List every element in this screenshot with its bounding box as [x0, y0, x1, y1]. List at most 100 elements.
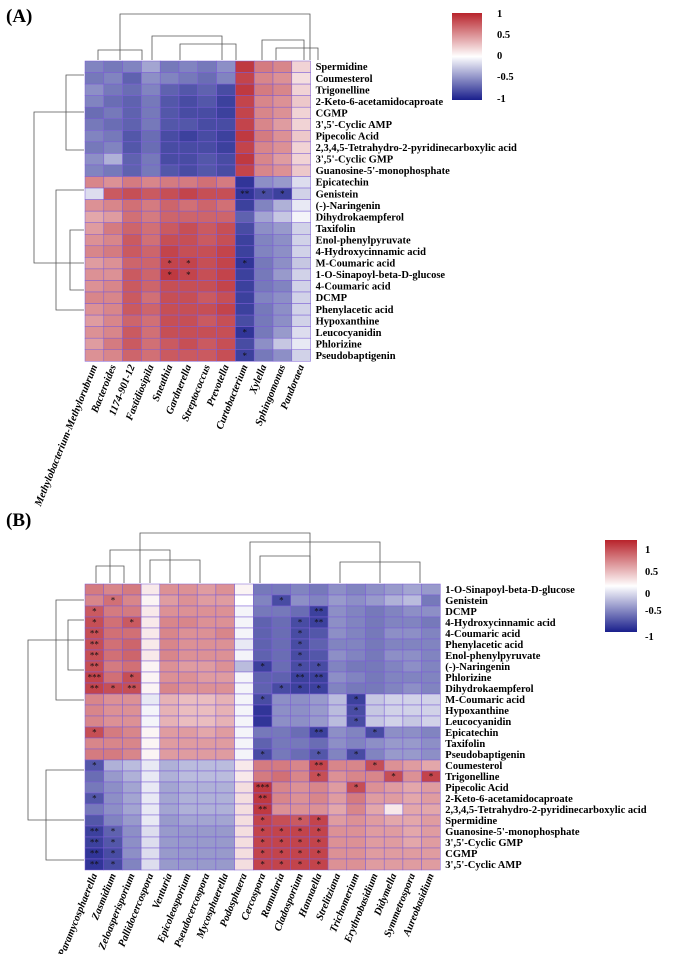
heatmap-cell-b-r6-c15	[365, 649, 385, 662]
heatmap-cell-b-r16-c10	[271, 759, 291, 772]
heatmap-cell-a-r17-c9	[253, 257, 274, 270]
heatmap-cell-a-r12-c6	[197, 199, 217, 212]
heatmap-cell-b-r15-c6	[196, 748, 217, 761]
heatmap-cell-b-r8-c10	[271, 671, 291, 684]
heatmap-cell-b-r10-c7	[215, 693, 235, 706]
heatmap-cell-b-r0-c6	[196, 583, 217, 596]
heatmap-cell-a-r21-c5	[178, 303, 199, 316]
heatmap-cell-b-r20-c1	[103, 803, 123, 816]
heatmap-cell-a-r3-c9	[253, 95, 274, 108]
heatmap-cell-a-r8-c10	[272, 153, 293, 166]
row-label-a-2-keto-6-acetamidocaproate: 2-Keto-6-acetamidocaproate	[316, 97, 444, 108]
heatmap-cell-a-r3-c7	[216, 95, 236, 108]
row-label-a-3-5-cyclic-gmp: 3',5'-Cyclic GMP	[316, 155, 394, 166]
heatmap-cell-b-r12-c16	[383, 715, 404, 728]
heatmap-cell-b-r3-c6	[196, 616, 217, 629]
heatmap-cell-b-r13-c1	[103, 726, 123, 739]
heatmap-cell-a-r1-c2	[122, 72, 142, 85]
heatmap-cell-b-r11-c11	[290, 704, 310, 717]
heatmap-cell-b-r0-c4	[159, 583, 179, 596]
heatmap-cell-b-r2-c8	[234, 605, 254, 618]
heatmap-cell-b-r6-c12	[309, 649, 329, 662]
heatmap-cell-a-r14-c2	[122, 222, 142, 235]
heatmap-cell-a-r13-c3	[141, 210, 161, 223]
heatmap-cell-b-r7-c15	[365, 660, 385, 673]
heatmap-cell-b-r7-c5	[178, 660, 198, 673]
heatmap-cell-b-r2-c6	[196, 605, 217, 618]
heatmap-cell-a-r19-c1	[103, 280, 123, 293]
heatmap-cell-a-r7-c0	[84, 141, 105, 154]
heatmap-cell-b-r22-c7	[215, 825, 235, 838]
heatmap-cell-b-r7-c3	[140, 660, 161, 673]
heatmap-cell-b-r21-c4	[159, 814, 179, 827]
heatmap-cell-a-r3-c10	[272, 95, 293, 108]
heatmap-cell-b-r14-c18	[421, 737, 441, 750]
heatmap-cell-a-r4-c9	[253, 106, 274, 119]
heatmap-cell-a-r18-c9	[253, 268, 274, 281]
row-label-b-taxifolin: Taxifolin	[445, 739, 485, 750]
significance-mark-b-r7-c11: *	[298, 662, 303, 672]
row-label-b-phenylacetic-acid: Phenylacetic acid	[445, 640, 523, 651]
heatmap-cell-b-r0-c16	[383, 583, 404, 596]
heatmap-cell-a-r15-c4	[159, 234, 180, 247]
heatmap-cell-b-r25-c17	[402, 858, 422, 871]
significance-mark-b-r23-c1: *	[111, 838, 116, 848]
heatmap-cell-b-r22-c15	[365, 825, 385, 838]
legend-bar-a	[452, 13, 482, 100]
heatmap-cell-a-r1-c1	[103, 72, 123, 85]
column-dendrogram-b	[95, 532, 421, 583]
heatmap-cell-b-r15-c15	[365, 748, 385, 761]
heatmap-cell-b-r15-c3	[140, 748, 161, 761]
heatmap-cell-a-r24-c8	[235, 337, 255, 351]
significance-mark-b-r1-c1: *	[111, 596, 116, 606]
heatmap-cell-b-r1-c0	[84, 594, 104, 607]
row-label-a-leucocyanidin: Leucocyanidin	[316, 328, 382, 339]
heatmap-cell-b-r12-c18	[421, 715, 441, 728]
heatmap-cell-b-r2-c4	[159, 605, 179, 618]
heatmap-cell-a-r25-c10	[272, 349, 293, 362]
heatmap-cell-a-r5-c2	[122, 118, 142, 131]
heatmap-cell-a-r2-c8	[235, 83, 255, 96]
significance-mark-b-r17-c18: *	[429, 772, 434, 782]
significance-mark-b-r3-c11: *	[298, 618, 303, 628]
significance-marks-a: ** * ** * ** ***	[167, 189, 285, 361]
heatmap-cell-a-r10-c4	[159, 176, 180, 189]
heatmap-cell-a-r16-c1	[103, 245, 123, 258]
significance-mark-b-r22-c11: *	[298, 827, 303, 837]
column-labels-a: Methylobacterium-MethylorubrumBacteroide…	[33, 363, 307, 509]
heatmap-cell-b-r24-c15	[365, 847, 385, 860]
heatmap-cell-a-r2-c1	[103, 83, 123, 96]
heatmap-cell-a-r6-c10	[272, 130, 293, 143]
heatmap-cell-b-r19-c7	[215, 792, 235, 805]
heatmap-cell-b-r2-c15	[365, 605, 385, 618]
heatmap-cell-b-r12-c17	[402, 715, 422, 728]
heatmap-cell-b-r23-c8	[234, 836, 254, 849]
heatmap-cell-b-r21-c7	[215, 814, 235, 827]
heatmap-cell-a-r23-c1	[103, 326, 123, 339]
row-label-b-2-keto-6-acetamidocaproate: 2-Keto-6-acetamidocaproate	[445, 794, 573, 805]
legend-tick-b-0-5: 0.5	[645, 567, 658, 578]
significance-mark-b-r5-c11: *	[298, 640, 303, 650]
heatmap-cell-a-r5-c10	[272, 118, 293, 131]
significance-mark-b-r13-c0: *	[92, 728, 97, 738]
heatmap-cell-b-r4-c2	[122, 627, 142, 640]
heatmap-cell-a-r13-c9	[253, 210, 274, 223]
heatmap-cell-a-r2-c10	[272, 83, 293, 96]
heatmap-cell-b-r8-c17	[402, 671, 422, 684]
significance-mark-b-r22-c1: *	[111, 827, 116, 837]
row-label-b-pipecolic-acid: Pipecolic Acid	[445, 783, 508, 794]
heatmap-cell-a-r21-c2	[122, 303, 142, 316]
heatmap-cells-b	[84, 583, 441, 871]
significance-mark-b-r24-c1: *	[111, 849, 116, 859]
heatmap-cell-b-r18-c5	[178, 781, 198, 794]
heatmap-cell-a-r16-c6	[197, 245, 217, 258]
heatmap-cell-b-r11-c8	[234, 704, 254, 717]
heatmap-cell-a-r23-c4	[159, 326, 180, 339]
row-label-a-phlorizine: Phlorizine	[316, 339, 362, 350]
heatmap-cell-b-r20-c14	[346, 803, 366, 816]
heatmap-cell-b-r2-c9	[253, 605, 273, 618]
heatmap-cell-a-r4-c8	[235, 106, 255, 119]
heatmap-cell-b-r16-c9	[253, 759, 273, 772]
heatmap-cell-b-r20-c12	[309, 803, 329, 816]
heatmap-cell-b-r8-c4	[159, 671, 179, 684]
